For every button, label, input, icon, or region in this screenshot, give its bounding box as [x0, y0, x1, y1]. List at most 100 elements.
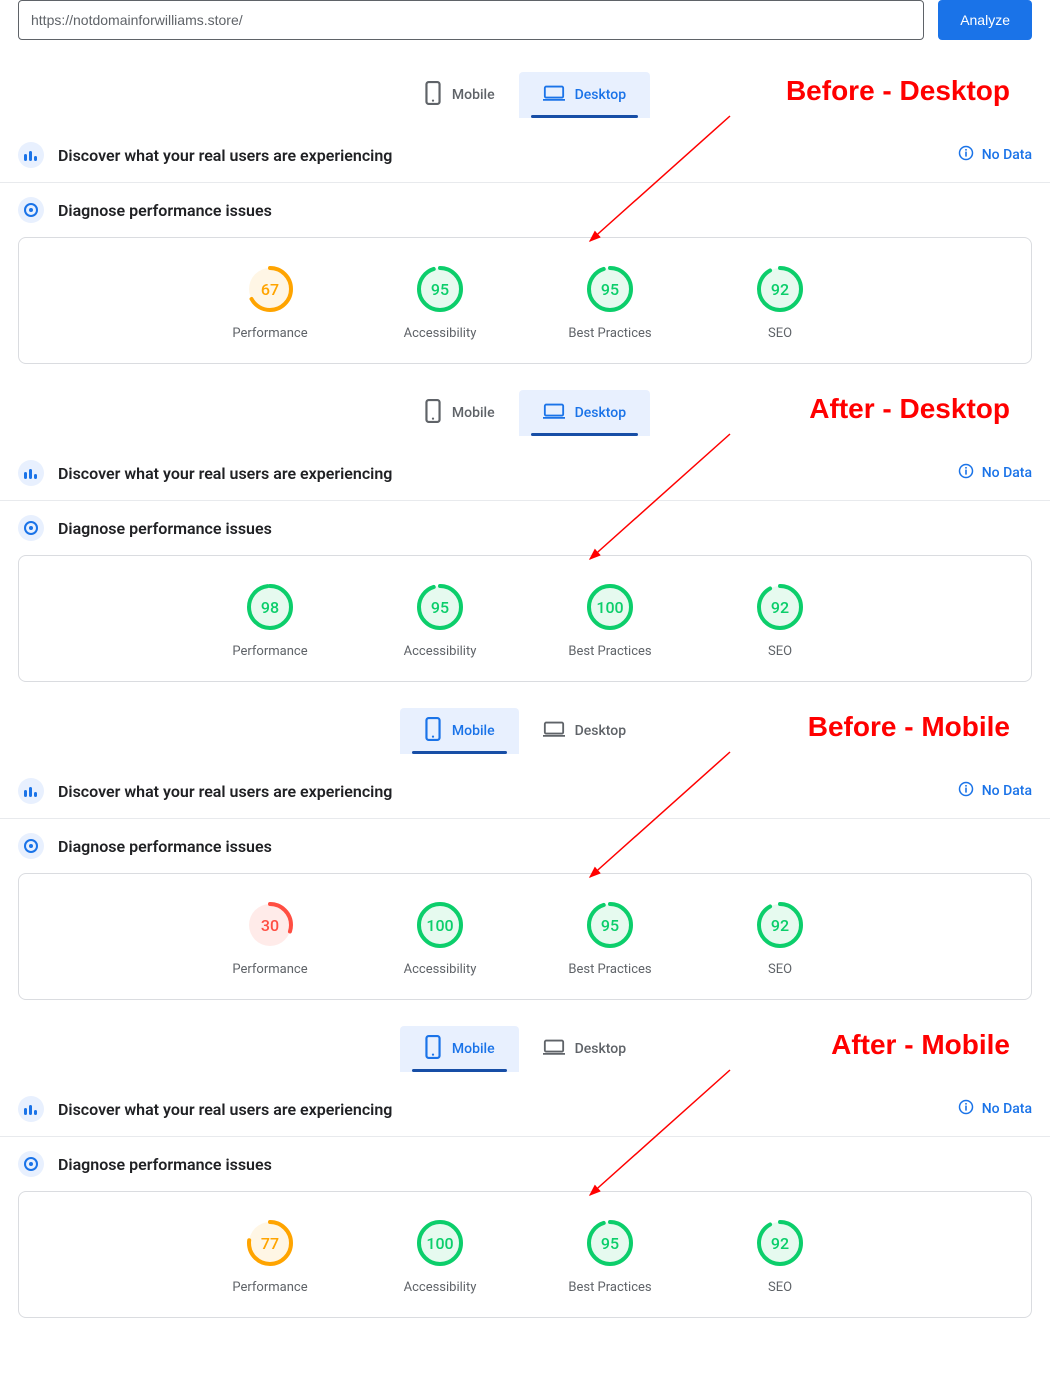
device-tabs: Mobile Desktop Before - Desktop	[0, 54, 1050, 128]
discover-section-header: Discover what your real users are experi…	[0, 446, 1050, 501]
mobile-icon	[424, 81, 442, 109]
score-value: 92	[755, 1218, 805, 1268]
score-card: 67 Performance 95 Accessibility 95 Best …	[18, 237, 1032, 364]
metric-accessibility: 95 Accessibility	[390, 264, 490, 341]
tab-mobile-label: Mobile	[452, 723, 495, 739]
mobile-icon	[424, 1035, 442, 1063]
tab-mobile-label: Mobile	[452, 1041, 495, 1057]
metric-label: SEO	[768, 326, 792, 341]
analyze-button[interactable]: Analyze	[938, 0, 1032, 40]
tab-mobile-label: Mobile	[452, 405, 495, 421]
score-value: 77	[245, 1218, 295, 1268]
tab-mobile[interactable]: Mobile	[400, 708, 519, 754]
score-ring: 95	[585, 264, 635, 314]
diagnose-section-header: Diagnose performance issues	[0, 501, 1050, 555]
report-block: Mobile Desktop Before - Mobile Discover …	[0, 690, 1050, 1000]
metric-performance: 67 Performance	[220, 264, 320, 341]
metric-label: Performance	[232, 1280, 307, 1295]
tab-mobile[interactable]: Mobile	[400, 390, 519, 436]
score-value: 92	[755, 264, 805, 314]
no-data-link[interactable]: No Data	[958, 781, 1032, 801]
discover-section-header: Discover what your real users are experi…	[0, 128, 1050, 183]
metric-seo: 92 SEO	[730, 264, 830, 341]
users-icon	[18, 142, 44, 168]
target-icon	[18, 1151, 44, 1177]
diagnose-title: Diagnose performance issues	[58, 519, 1032, 538]
no-data-link[interactable]: No Data	[958, 1099, 1032, 1119]
discover-title: Discover what your real users are experi…	[58, 146, 944, 165]
url-bar: Analyze	[0, 0, 1050, 54]
score-value: 95	[415, 264, 465, 314]
target-icon	[18, 197, 44, 223]
info-icon	[958, 1099, 974, 1119]
metric-best_practices: 100 Best Practices	[560, 582, 660, 659]
metric-label: SEO	[768, 962, 792, 977]
annotation-label: After - Mobile	[831, 1029, 1010, 1061]
discover-title: Discover what your real users are experi…	[58, 464, 944, 483]
desktop-icon	[543, 720, 565, 742]
no-data-label: No Data	[982, 147, 1032, 163]
metric-label: Performance	[232, 644, 307, 659]
score-ring: 100	[415, 1218, 465, 1268]
diagnose-title: Diagnose performance issues	[58, 1155, 1032, 1174]
target-icon	[18, 515, 44, 541]
report-block: Mobile Desktop After - Mobile Discover w…	[0, 1008, 1050, 1318]
score-value: 98	[245, 582, 295, 632]
score-row: 77 Performance 100 Accessibility 95 Best…	[19, 1218, 1031, 1295]
metric-accessibility: 100 Accessibility	[390, 1218, 490, 1295]
mobile-icon	[424, 717, 442, 745]
score-ring: 92	[755, 264, 805, 314]
no-data-link[interactable]: No Data	[958, 463, 1032, 483]
score-ring: 95	[585, 900, 635, 950]
metric-label: SEO	[768, 644, 792, 659]
score-row: 30 Performance 100 Accessibility 95 Best…	[19, 900, 1031, 977]
score-row: 98 Performance 95 Accessibility 100 Best…	[19, 582, 1031, 659]
score-ring: 100	[415, 900, 465, 950]
score-ring: 92	[755, 582, 805, 632]
score-ring: 92	[755, 1218, 805, 1268]
no-data-label: No Data	[982, 465, 1032, 481]
metric-seo: 92 SEO	[730, 900, 830, 977]
score-card: 77 Performance 100 Accessibility 95 Best…	[18, 1191, 1032, 1318]
discover-title: Discover what your real users are experi…	[58, 782, 944, 801]
score-value: 95	[415, 582, 465, 632]
metric-seo: 92 SEO	[730, 1218, 830, 1295]
device-tabs: Mobile Desktop After - Mobile	[0, 1008, 1050, 1082]
tab-mobile[interactable]: Mobile	[400, 1026, 519, 1072]
score-value: 92	[755, 582, 805, 632]
no-data-link[interactable]: No Data	[958, 145, 1032, 165]
score-value: 95	[585, 1218, 635, 1268]
annotation-label: Before - Desktop	[786, 75, 1010, 107]
metric-performance: 30 Performance	[220, 900, 320, 977]
tab-desktop[interactable]: Desktop	[519, 1026, 650, 1072]
no-data-label: No Data	[982, 783, 1032, 799]
diagnose-section-header: Diagnose performance issues	[0, 1137, 1050, 1191]
metric-label: Best Practices	[568, 1280, 651, 1295]
score-ring: 98	[245, 582, 295, 632]
score-ring: 95	[585, 1218, 635, 1268]
url-input[interactable]	[18, 0, 924, 40]
tab-desktop[interactable]: Desktop	[519, 708, 650, 754]
metric-performance: 77 Performance	[220, 1218, 320, 1295]
score-value: 67	[245, 264, 295, 314]
score-value: 95	[585, 264, 635, 314]
desktop-icon	[543, 84, 565, 106]
device-tabs: Mobile Desktop After - Desktop	[0, 372, 1050, 446]
tab-desktop[interactable]: Desktop	[519, 390, 650, 436]
score-value: 100	[415, 1218, 465, 1268]
score-row: 67 Performance 95 Accessibility 95 Best …	[19, 264, 1031, 341]
score-ring: 77	[245, 1218, 295, 1268]
tab-desktop[interactable]: Desktop	[519, 72, 650, 118]
discover-title: Discover what your real users are experi…	[58, 1100, 944, 1119]
score-ring: 95	[415, 582, 465, 632]
info-icon	[958, 781, 974, 801]
tab-mobile[interactable]: Mobile	[400, 72, 519, 118]
metric-performance: 98 Performance	[220, 582, 320, 659]
metric-label: Best Practices	[568, 326, 651, 341]
metric-label: Accessibility	[404, 1280, 477, 1295]
score-value: 30	[245, 900, 295, 950]
tab-desktop-label: Desktop	[575, 405, 626, 421]
tab-mobile-label: Mobile	[452, 87, 495, 103]
metric-label: SEO	[768, 1280, 792, 1295]
metric-label: Accessibility	[404, 326, 477, 341]
